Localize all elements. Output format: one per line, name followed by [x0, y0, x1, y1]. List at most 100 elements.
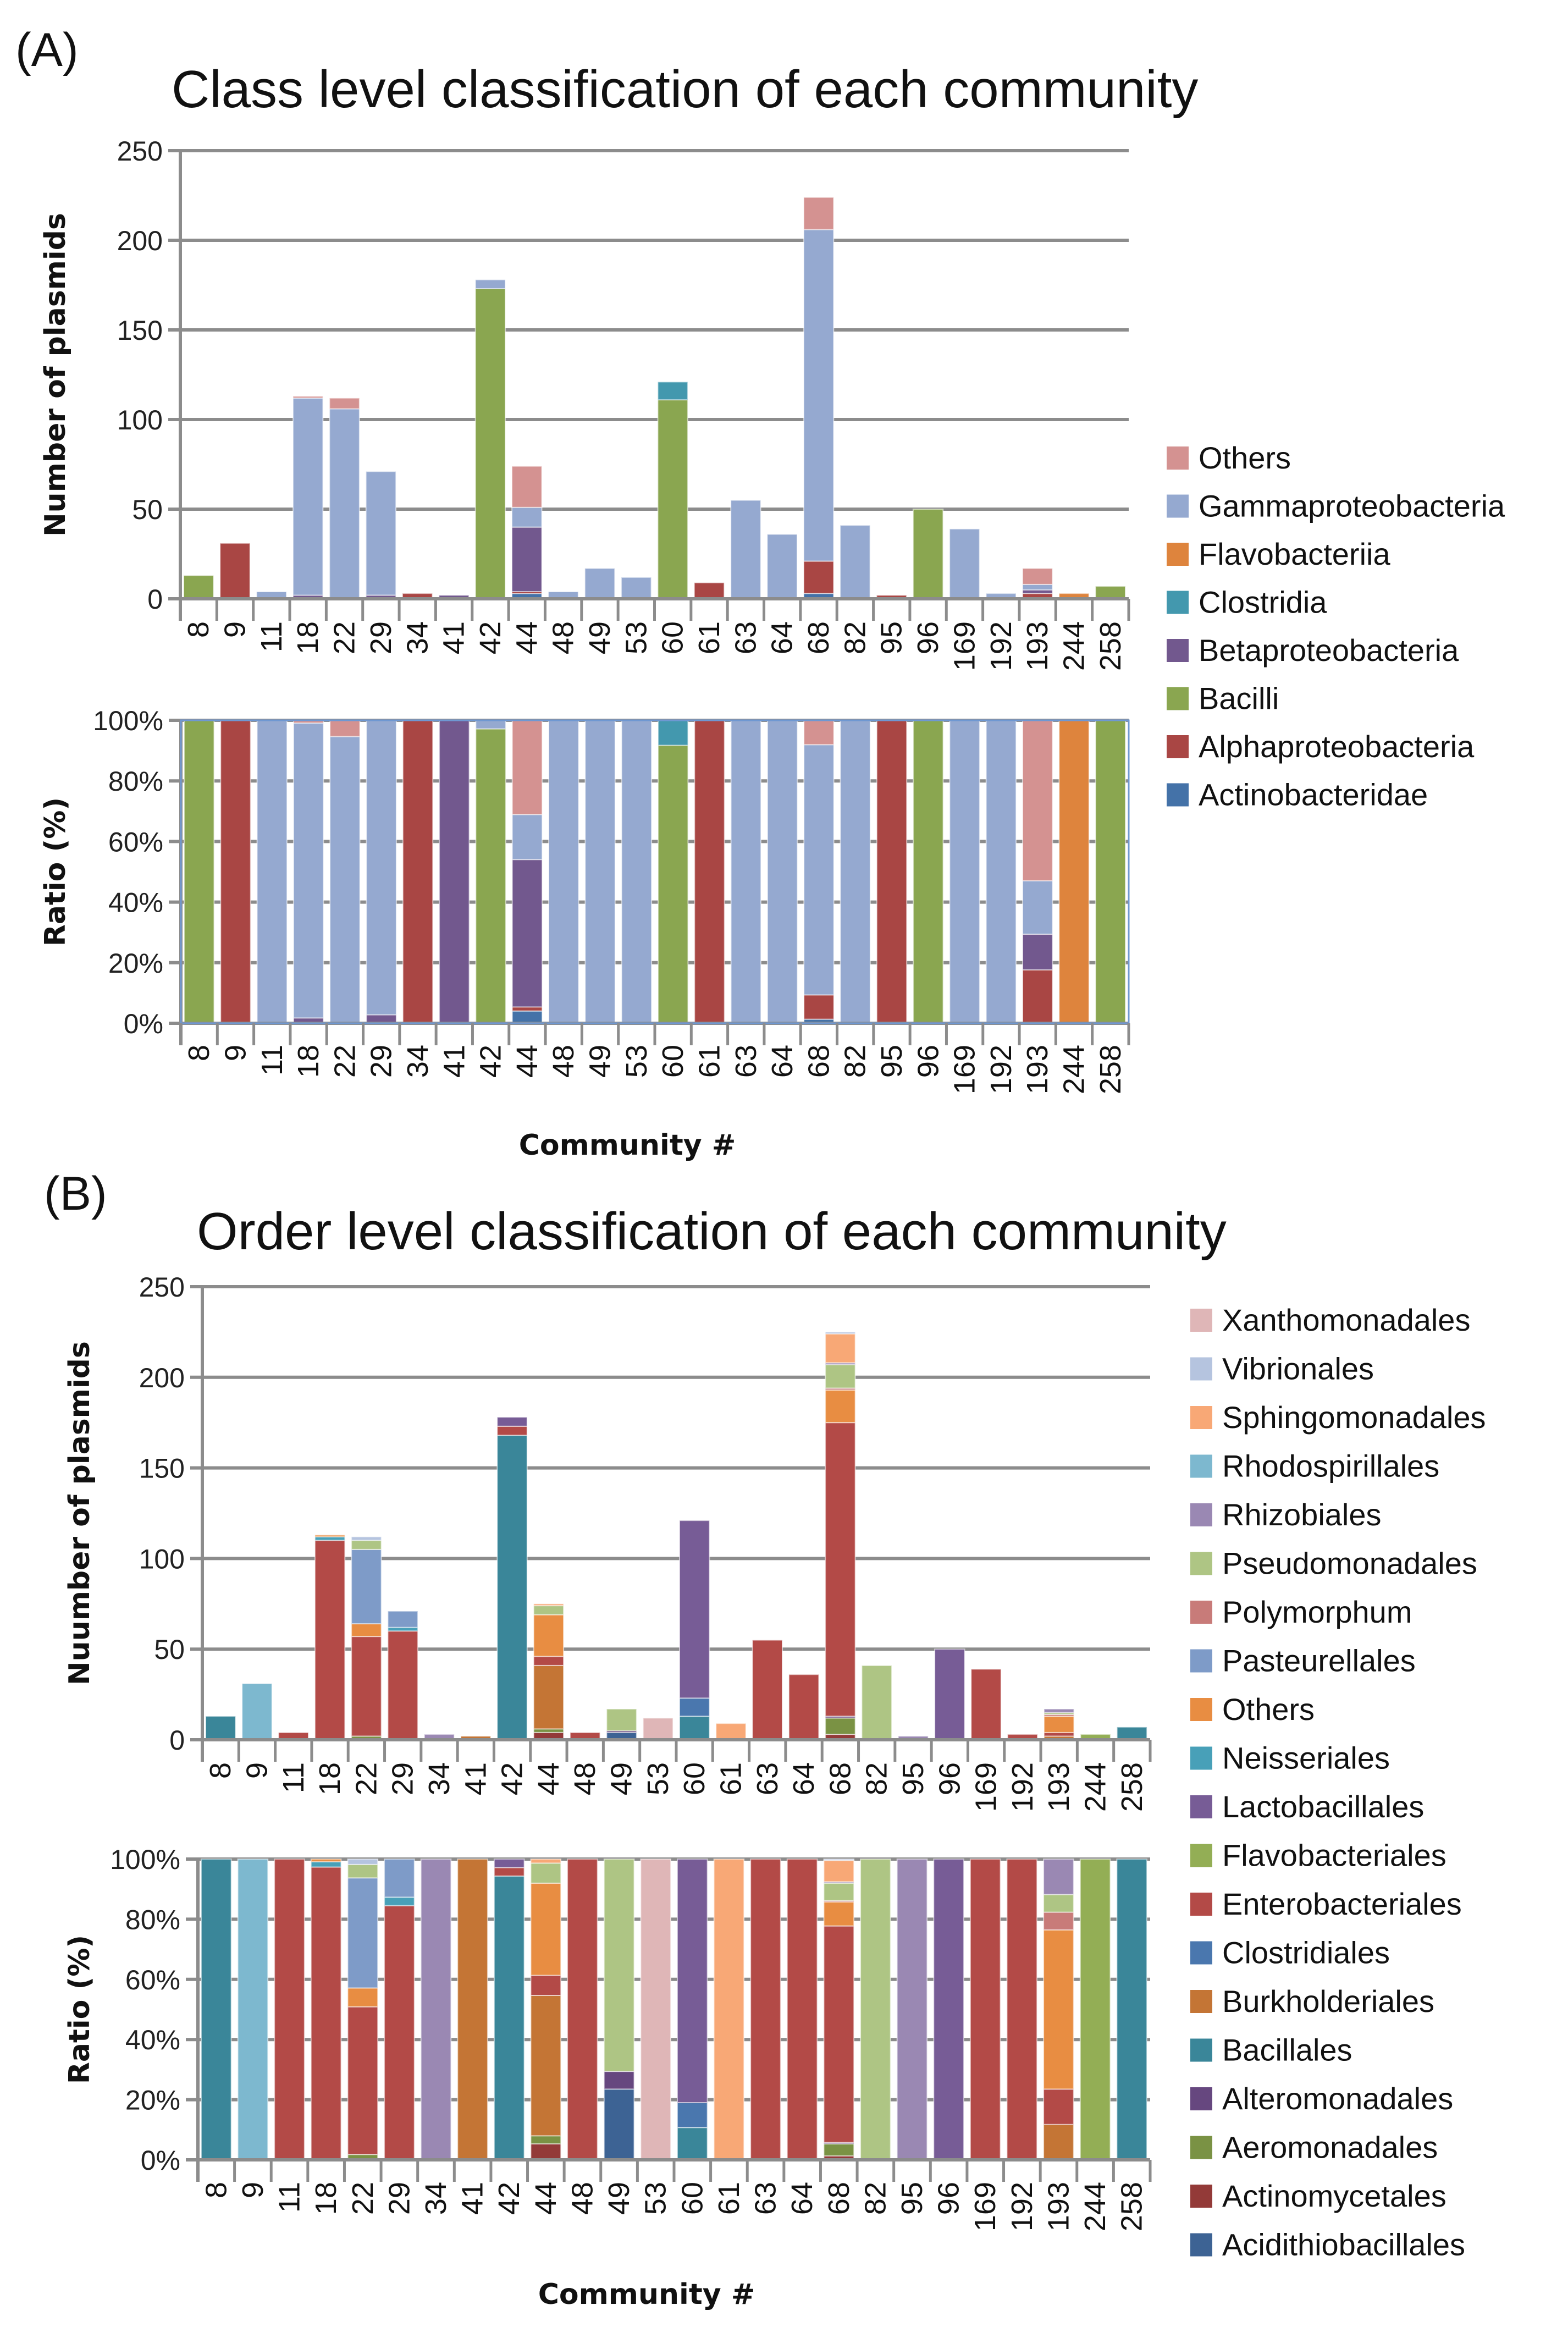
bar-segment-others-68: [825, 1389, 856, 1424]
bar-segment-sphingomonadales-44: [533, 1603, 565, 1607]
bar-segment-gammaproteobacteria-11: [256, 720, 288, 1024]
bar-segment-gammaproteobacteria-42: [475, 720, 506, 730]
x-tick-label: 193: [1021, 621, 1054, 671]
x-tick-label: 9: [236, 2182, 269, 2198]
bar-segment-pseudomonadales-49: [606, 1708, 637, 1732]
bar-segment-enterobacteriales-44: [530, 1975, 562, 1996]
bar-segment-gammaproteobacteria-49: [584, 567, 616, 599]
bar-segment-xanthomonadales-53: [642, 1717, 674, 1740]
bar-segment-sphingomonadales-44: [530, 1859, 562, 1864]
x-tick-label: 8: [204, 1762, 237, 1779]
bar-segment-xanthomonadales-53: [640, 1859, 672, 2160]
bar-segment-clostridiales-60: [677, 2102, 708, 2129]
legend-label: Lactobacillales: [1222, 1789, 1424, 1824]
x-tick-label: 60: [676, 2182, 709, 2215]
bar-segment-neisseriales-18: [310, 1861, 342, 1868]
x-tick-label: 68: [822, 2182, 855, 2215]
bar-segment-betaproteobacteria-193: [1022, 933, 1053, 970]
legend-label: Burkholderiales: [1222, 1984, 1434, 2019]
panel-b-title: Order level classification of each commu…: [197, 1202, 1227, 1261]
bar-segment-others-68: [823, 1901, 855, 1927]
legend-swatch: [1190, 2038, 1212, 2062]
bar-segment-alphaproteobacteria-61: [693, 582, 725, 599]
bar-segment-alphaproteobacteria-193: [1022, 969, 1053, 1024]
x-tick-label: 60: [656, 621, 689, 654]
x-tick-label: 34: [401, 1045, 434, 1078]
legend-swatch: [1190, 2233, 1212, 2257]
y-tick-label: 60%: [108, 826, 163, 857]
bar-segment-rhizobiales-193: [1044, 1708, 1075, 1713]
x-tick-label: 244: [1058, 621, 1091, 671]
x-tick-label: 96: [912, 621, 945, 654]
x-tick-label: 53: [620, 621, 653, 654]
bar-segment-gammaproteobacteria-68: [803, 744, 835, 996]
x-tick-label: 193: [1042, 2182, 1075, 2231]
bar-segment-pseudomonadales-44: [530, 1862, 562, 1884]
x-tick-label: 96: [933, 1762, 966, 1795]
x-tick-label: 8: [182, 621, 215, 638]
bar-segment-alphaproteobacteria-68: [803, 560, 835, 594]
y-tick-label: 150: [117, 315, 163, 346]
legend-label: Bacilli: [1199, 681, 1279, 716]
legend-label: Acidithiobacillales: [1222, 2227, 1465, 2262]
x-tick-label: 29: [387, 1762, 419, 1795]
legend-label: Actinobacteridae: [1199, 777, 1428, 812]
bar-segment-pseudomonadales-49: [603, 1859, 635, 2072]
bar-segment-gammaproteobacteria-169: [949, 528, 980, 600]
bar-segment-alphaproteobacteria-95: [876, 720, 908, 1024]
x-tick-label: 41: [438, 1045, 471, 1078]
x-tick-label: 95: [875, 621, 908, 654]
bar-segment-bacillales-8: [201, 1859, 232, 2160]
x-tick-label: 63: [751, 1762, 784, 1795]
bar-segment-sphingomonadales-68: [823, 1860, 855, 1883]
bar-segment-gammaproteobacteria-169: [949, 720, 980, 1024]
bar-segment-gammaproteobacteria-22: [329, 736, 361, 1024]
bar-segment-rhizobiales-95: [896, 1859, 928, 2160]
bar-segment-rhizobiales-193: [1043, 1859, 1074, 1895]
x-tick-label: 68: [802, 621, 835, 654]
bar-segment-bacilli-258: [1095, 720, 1127, 1024]
x-tick-label: 22: [346, 2182, 379, 2215]
legend-swatch: [1190, 1990, 1212, 2013]
legend-swatch: [1190, 1552, 1212, 1575]
bar-segment-rhizobiales-34: [420, 1859, 452, 2160]
x-tick-label: 60: [678, 1762, 711, 1795]
x-tick-label: 96: [912, 1045, 945, 1078]
bar-segment-enterobacteriales-64: [788, 1674, 820, 1741]
legend-label: Vibrionales: [1222, 1352, 1374, 1386]
bar-segment-gammaproteobacteria-18: [292, 397, 324, 596]
x-tick-label: 64: [787, 1762, 820, 1795]
bar-segment-pseudomonadales-44: [533, 1605, 565, 1615]
bar-segment-others-22: [329, 720, 361, 737]
x-tick-label: 63: [729, 621, 762, 654]
bar-segment-acidithiobacillales-49: [603, 2088, 635, 2161]
bar-segment-lactobacillales-60: [679, 1520, 710, 1699]
x-tick-label: 29: [365, 621, 397, 654]
bar-segment-bacilli-42: [474, 288, 506, 599]
y-tick-label: 100%: [93, 705, 163, 736]
legend-label: Others: [1199, 440, 1291, 475]
bar-segment-enterobacteriales-44: [533, 1656, 565, 1666]
x-tick-label: 192: [985, 1045, 1018, 1094]
legend-label: Gammaproteobacteria: [1199, 489, 1505, 523]
legend-swatch: [1190, 1893, 1212, 1916]
bar-segment-enterobacteriales-29: [387, 1630, 418, 1740]
x-tick-label: 61: [713, 2182, 746, 2215]
bar-segment-polymorphum-193: [1043, 1911, 1074, 1931]
bar-segment-sphingomonadales-61: [715, 1723, 747, 1741]
x-tick-label: 22: [328, 621, 361, 654]
x-tick-label: 95: [896, 2182, 929, 2215]
chart-b-ratio: 0% 20% 40% 60% 80% 100% 8 9 11 18 22 29 34 41 42 44 48 49…: [63, 1844, 1152, 2311]
x-tick-label: 53: [639, 2182, 672, 2215]
y-tick-label: 200: [139, 1363, 185, 1393]
x-tick-label: 9: [219, 621, 252, 638]
bar-segment-gammaproteobacteria-49: [584, 720, 616, 1024]
legend-swatch: [1167, 639, 1189, 662]
legend-label: Pseudomonadales: [1222, 1546, 1477, 1581]
bar-segment-others-18: [310, 1859, 342, 1862]
bar-segment-enterobacteriales-68: [825, 1422, 856, 1717]
legend-swatch: [1190, 1698, 1212, 1721]
y-tick-label: 0%: [141, 2145, 180, 2176]
y-tick-label: 0%: [124, 1008, 163, 1039]
legend-label: Pasteurellales: [1222, 1644, 1416, 1678]
